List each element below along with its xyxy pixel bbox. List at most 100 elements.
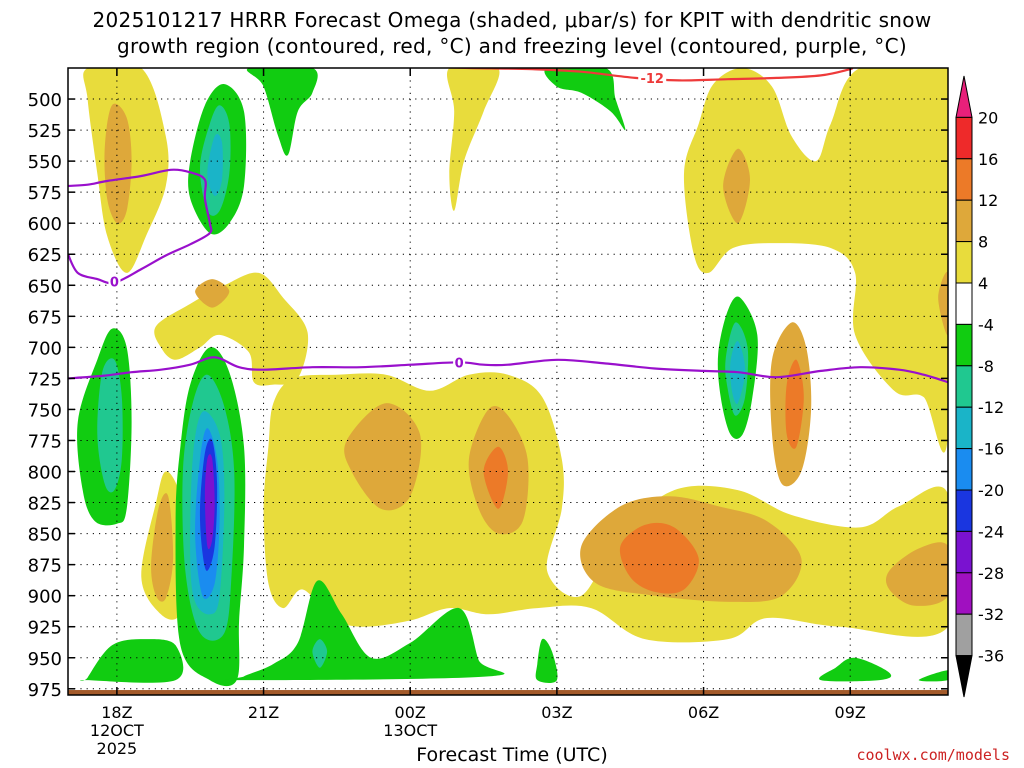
omega-region-18 (263, 372, 948, 643)
chart-title-line-2: growth region (contoured, red, °C) and f… (117, 34, 907, 58)
omega-region-5 (246, 68, 318, 156)
colorbar-label-12: 12 (978, 191, 998, 210)
colorbar-bin--32 (955, 572, 973, 615)
dendritic-growth-label: -12 (640, 72, 664, 87)
x-tick-sublabel-18Z-0: 12OCT (90, 721, 144, 740)
colorbar-bin--20 (955, 448, 973, 491)
y-tick-label-850: 850 (28, 525, 62, 546)
y-tick-label-650: 650 (28, 276, 62, 297)
plot-frame (67, 67, 949, 696)
y-tick-label-575: 575 (28, 183, 62, 204)
y-tick-label-675: 675 (28, 307, 62, 328)
x-tick-label-00Z: 00Z (395, 703, 426, 722)
x-tick-label-03Z: 03Z (541, 703, 572, 722)
omega-region-38 (535, 638, 558, 683)
freezing-level-lower-label: 0 (455, 356, 464, 371)
freezing-level-lower-contour (68, 356, 948, 384)
omega-region-28 (97, 358, 123, 493)
colorbar-label-20: 20 (978, 108, 998, 127)
dendritic-growth-label-bg (638, 70, 667, 85)
y-tick-label-900: 900 (28, 587, 62, 608)
omega-region-34 (204, 454, 215, 550)
dendritic-growth-contour (422, 68, 858, 82)
ground-band (68, 690, 948, 695)
omega-region-16 (154, 272, 309, 386)
x-axis-label: Forecast Time (UTC) (416, 744, 608, 766)
omega-region-26 (151, 493, 174, 602)
colorbar-label--16: -16 (978, 440, 1004, 459)
omega-region-36 (224, 580, 505, 681)
x-tick-label-18Z: 18Z (101, 703, 132, 722)
freezing-level-lower-label-bg (453, 355, 466, 370)
omega-region-1 (104, 103, 132, 224)
omega-region-17 (195, 279, 230, 308)
y-tick-label-975: 975 (28, 680, 62, 701)
y-tick-label-950: 950 (28, 649, 62, 670)
omega-region-24 (885, 542, 948, 606)
y-tick-label-775: 775 (28, 431, 62, 452)
colorbar-label--20: -20 (978, 481, 1004, 500)
omega-region-8 (683, 68, 948, 453)
y-tick-label-625: 625 (28, 245, 62, 266)
colorbar-bin-8 (955, 199, 973, 243)
y-tick-label-800: 800 (28, 463, 62, 484)
colorbar-label--12: -12 (978, 398, 1004, 417)
colorbar-label--4: -4 (978, 315, 994, 334)
y-tick-label-725: 725 (28, 369, 62, 390)
colorbar-top-arrow (955, 75, 973, 118)
colorbar-bin-16 (955, 116, 973, 160)
colorbar: 20 16 12 8 4 -4 -8 -12 -16 -20 -24 -28 -32 -36 (955, 75, 1004, 698)
omega-region-15 (938, 271, 948, 335)
colorbar-bin-12 (955, 158, 973, 201)
omega-region-14 (785, 359, 804, 449)
colorbar-bottom-arrow (955, 655, 973, 698)
x-tick-label-06Z: 06Z (688, 703, 719, 722)
colorbar-label-4: 4 (978, 274, 988, 293)
x-tick-label-09Z: 09Z (835, 703, 866, 722)
omega-region-23 (619, 522, 699, 594)
colorbar-bin--36 (955, 613, 973, 657)
colorbar-bin--12 (955, 365, 973, 408)
y-tick-label-875: 875 (28, 556, 62, 577)
colorbar-label--32: -32 (978, 605, 1004, 624)
omega-region-7 (544, 68, 626, 131)
omega-region-35 (80, 639, 184, 683)
y-tick-label-825: 825 (28, 494, 62, 515)
y-tick-label-500: 500 (28, 90, 62, 111)
y-tick-label-550: 550 (28, 152, 62, 173)
colorbar-label--36: -36 (978, 647, 1004, 666)
colorbar-bin--16 (955, 406, 973, 450)
y-tick-label-525: 525 (28, 121, 62, 142)
colorbar-label-8: 8 (978, 233, 988, 252)
chart-title-line-1: 2025101217 HRRR Forecast Omega (shaded, … (92, 8, 932, 32)
colorbar-bin--24 (955, 489, 973, 532)
omega-region-39 (819, 657, 892, 682)
omega-region-4 (207, 133, 223, 196)
colorbar-label--24: -24 (978, 522, 1004, 541)
y-tick-label-600: 600 (28, 214, 62, 235)
contour-layer: 0 0 -12 (68, 68, 948, 384)
axes-layer: 500 525 550 575 600 625 650 675 700 725 750 775 800 8… (28, 68, 948, 758)
x-tick-sublabel-18Z-1: 2025 (97, 739, 138, 758)
freezing-level-upper-label-bg (108, 274, 121, 289)
y-tick-label-700: 700 (28, 338, 62, 359)
credit-text: coolwx.com/models (856, 746, 1010, 764)
omega-region-19 (344, 403, 422, 511)
x-tick-sublabel-00Z-0: 13OCT (383, 721, 437, 740)
y-tick-label-925: 925 (28, 618, 62, 639)
omega-region-37 (312, 639, 328, 668)
y-tick-label-750: 750 (28, 400, 62, 421)
omega-region-6 (446, 68, 500, 211)
terrain-layer (68, 690, 948, 695)
colorbar-label-16: 16 (978, 150, 998, 169)
omega-region-9 (723, 148, 750, 224)
colorbar-label--28: -28 (978, 564, 1004, 583)
colorbar-label--8: -8 (978, 357, 994, 376)
colorbar-bin--8 (955, 323, 973, 367)
x-tick-label-21Z: 21Z (248, 703, 279, 722)
freezing-level-upper-label: 0 (110, 276, 119, 291)
colorbar-bin-4 (955, 241, 973, 284)
colorbar-bin--4 (955, 282, 973, 325)
omega-shading-layer (77, 68, 948, 687)
